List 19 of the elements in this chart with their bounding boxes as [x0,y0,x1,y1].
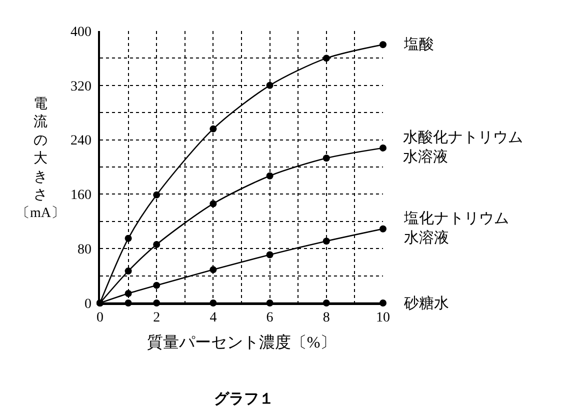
series-label: 塩化ナトリウム水溶液 [403,210,509,246]
y-tick-label: 80 [77,242,92,258]
x-tick-label: 6 [266,310,274,326]
x-tick-label: 4 [210,310,217,326]
x-tick-label: 2 [153,310,160,326]
y-tick-label: 0 [84,296,92,312]
series-label: 砂糖水 [403,295,449,312]
x-tick-label: 8 [322,310,330,326]
y-tick-label: 320 [70,79,92,94]
y-tick-label: 160 [70,188,92,204]
series-label: 塩酸 [403,36,434,53]
x-axis-title: 質量パーセント濃度〔%〕 [146,334,336,352]
series-label: 水酸化ナトリウム水溶液 [403,129,523,166]
x-tick-label: 10 [376,310,390,326]
y-tick-label: 400 [70,24,92,40]
text: グラフ１ [214,390,274,408]
y-tick-label: 240 [70,134,92,149]
x-tick-label: 0 [96,310,104,326]
y-axis-title: 電流の大きさ〔mA〕 [16,96,65,222]
